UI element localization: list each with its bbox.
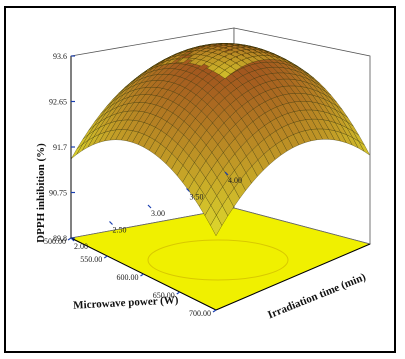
x-tick-mark bbox=[186, 188, 190, 192]
chart-frame: 89.8 90.75 91.7 92.65 93.6 500.00 550.00 600.0… bbox=[4, 6, 396, 353]
x-tick-label: 3.50 bbox=[190, 193, 204, 202]
z-tick-label: 91.7 bbox=[53, 143, 67, 152]
y-tick-label: 700.00 bbox=[189, 309, 211, 318]
y-axis-label: Microwave power (W) bbox=[73, 294, 179, 312]
x-tick-mark bbox=[147, 204, 152, 209]
surface-chart: 89.8 90.75 91.7 92.65 93.6 500.00 550.00 600.0… bbox=[35, 27, 372, 321]
x-tick-label: 4.00 bbox=[228, 176, 242, 185]
y-tick-label: 650.00 bbox=[153, 291, 175, 300]
response-surface bbox=[70, 43, 371, 237]
y-tick-mark bbox=[176, 291, 181, 295]
z-tick-label: 93.6 bbox=[53, 52, 67, 61]
x-tick-mark bbox=[70, 237, 75, 242]
z-tick-label: 89.8 bbox=[53, 234, 67, 243]
x-tick-label: 2.50 bbox=[113, 226, 127, 235]
surface-cell bbox=[70, 144, 83, 160]
z-tick-label: 90.75 bbox=[49, 189, 67, 198]
z-axis-label: DPPH inhibition (%) bbox=[35, 143, 47, 243]
y-tick-mark bbox=[103, 255, 108, 259]
y-tick-label: 500.00 bbox=[44, 237, 66, 246]
y-tick-mark bbox=[140, 273, 144, 277]
x-axis-ticks: 2.00 2.50 3.00 3.50 4.00 bbox=[70, 171, 242, 251]
x-tick-label: 2.00 bbox=[74, 242, 88, 251]
floor-contour bbox=[147, 239, 289, 281]
y-tick-label: 600.00 bbox=[117, 273, 139, 282]
y-tick-mark bbox=[212, 309, 217, 313]
y-tick-label: 550.00 bbox=[80, 255, 102, 264]
z-tick-label: 92.65 bbox=[49, 98, 67, 107]
front-right-edge bbox=[215, 243, 371, 311]
x-tick-label: 3.00 bbox=[151, 209, 165, 218]
x-tick-mark bbox=[109, 221, 113, 225]
x-tick-mark bbox=[224, 171, 229, 176]
y-axis-ticks: 500.00 550.00 600.00 650.00 700.00 bbox=[44, 237, 217, 318]
z-axis: 89.8 90.75 91.7 92.65 93.6 bbox=[49, 52, 75, 243]
y-tick-mark bbox=[67, 237, 72, 241]
